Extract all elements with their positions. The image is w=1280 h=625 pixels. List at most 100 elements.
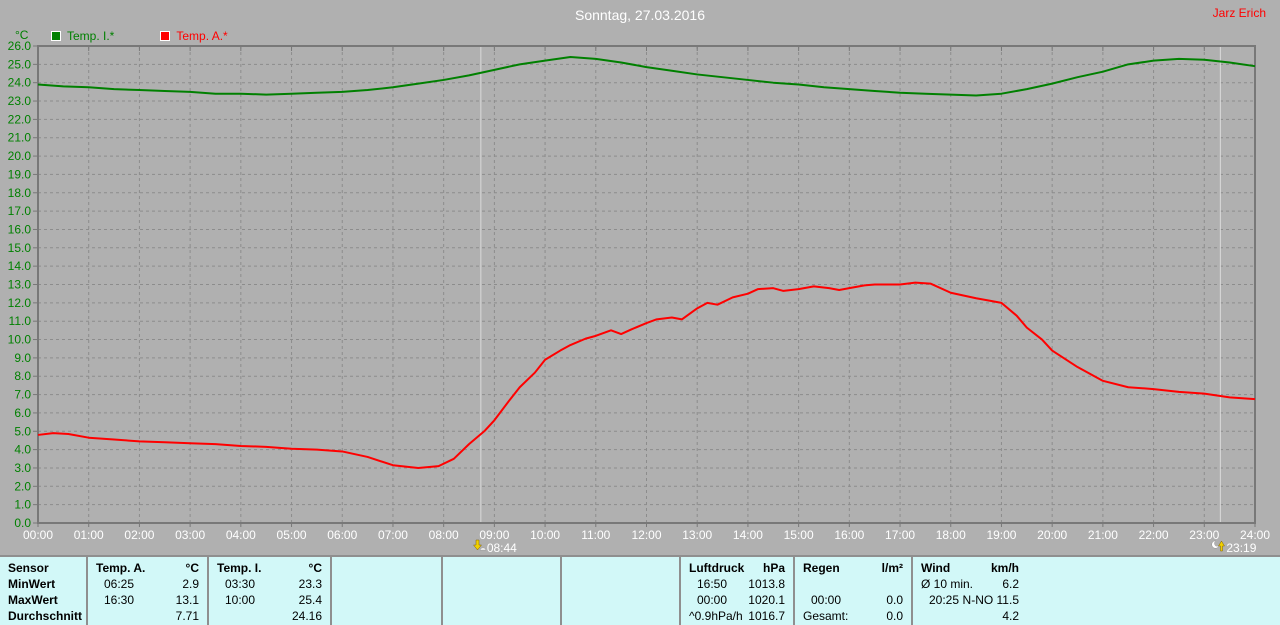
min-time: 06:25 <box>104 577 135 591</box>
y-tick-label: 20.0 <box>8 149 32 163</box>
user-name: Jarz Erich <box>1212 6 1266 20</box>
max-time: 00:00 <box>811 593 842 607</box>
avg-value: 1016.7 <box>748 609 785 623</box>
x-tick-label: 01:00 <box>74 528 104 542</box>
y-tick-label: 1.0 <box>14 498 31 512</box>
y-tick-label: 8.0 <box>14 369 31 383</box>
max-time: 16:30 <box>104 593 135 607</box>
y-tick-label: 9.0 <box>14 351 31 365</box>
min-value: 2.9 <box>182 577 199 591</box>
table-col-temp-i: Temp. I. °C 03:30 23.3 10:00 25.4 24.16 <box>207 557 330 625</box>
x-tick-label: 16:00 <box>834 528 864 542</box>
min-time: 16:50 <box>697 577 728 591</box>
sensor-name: Temp. I. <box>217 561 262 575</box>
sensor-unit: °C <box>185 561 199 575</box>
summary-table: Sensor MinWert MaxWert Durchschnitt Temp… <box>0 555 1280 625</box>
table-col-wind: Wind km/h Ø 10 min. 6.2 20:25 N-NO 11.5 4.2 <box>911 557 1280 625</box>
x-tick-label: 08:00 <box>429 528 459 542</box>
y-tick-label: 12.0 <box>8 296 32 310</box>
chart-legend: Temp. I.* Temp. A.* <box>51 29 228 43</box>
plot-border <box>37 45 1256 524</box>
x-tick-label: 24:00 <box>1240 528 1270 542</box>
min-value: 23.3 <box>298 577 322 591</box>
y-tick-label: 11.0 <box>9 314 32 328</box>
y-tick-label: 5.0 <box>14 424 31 438</box>
sensor-unit: hPa <box>762 561 785 575</box>
wind-last-value: 4.2 <box>1002 609 1019 623</box>
pressure-trend: ^0.9hPa/h <box>689 609 743 623</box>
page-title: Sonntag, 27.03.2016 <box>574 7 705 23</box>
x-tick-label: 20:00 <box>1037 528 1067 542</box>
y-tick-label: 2.0 <box>14 479 31 493</box>
avg-value: 24.16 <box>291 609 322 623</box>
x-tick-label: 13:00 <box>682 528 712 542</box>
y-tick-label: 19.0 <box>8 167 32 181</box>
temperature-chart[interactable]: 0.0 1.0 2.0 3.0 4.0 5.0 6.0 7.0 8.0 9.0 10.0 11.0 12… <box>0 0 1280 555</box>
y-tick-label: 3.0 <box>14 461 31 475</box>
series-line-temp-i <box>37 56 1256 97</box>
y-tick-label: 22.0 <box>8 112 32 126</box>
x-tick-label: 10:00 <box>530 528 560 542</box>
wind-last-spacer <box>921 608 929 624</box>
row-label: Durchschnitt <box>8 609 83 623</box>
x-tick-label: 05:00 <box>277 528 307 542</box>
x-tick-label: 23:00 <box>1189 528 1219 542</box>
sensor-name: Regen <box>803 561 840 575</box>
sensor-unit: l/m² <box>881 561 903 575</box>
legend-label-temp-a: Temp. A.* <box>176 29 228 43</box>
y-tick-label: 10.0 <box>8 333 32 347</box>
table-col-empty <box>330 557 441 625</box>
x-tick-label: 17:00 <box>885 528 915 542</box>
avg-spacer <box>96 608 104 624</box>
table-col-regen: Regen l/m² 00:00 0.0 Gesamt: 0.0 <box>793 557 911 625</box>
max-value: 25.4 <box>298 593 322 607</box>
y-tick-label: 0.0 <box>14 516 31 530</box>
table-col-luftdruck: Luftdruck hPa 16:50 1013.8 00:00 1020.1 ^0.… <box>679 557 793 625</box>
max-value: 0.0 <box>886 593 903 607</box>
y-tick-label: 23.0 <box>8 94 32 108</box>
x-tick-label: 09:00 <box>479 528 509 542</box>
wind-max-time: 20:25 <box>929 593 960 607</box>
x-tick-label: 12:00 <box>631 528 661 542</box>
y-tick-label: 21.0 <box>8 131 32 145</box>
x-tick-label: 19:00 <box>986 528 1016 542</box>
table-col-temp-a: Temp. A. °C 06:25 2.9 16:30 13.1 7.71 <box>86 557 207 625</box>
temp-a-swatch-icon <box>160 31 171 41</box>
x-tick-label: 14:00 <box>733 528 763 542</box>
min-time: 03:30 <box>225 577 256 591</box>
y-axis-unit-label: °C <box>15 28 29 42</box>
max-time: 00:00 <box>697 593 728 607</box>
y-tick-label: 26.0 <box>8 39 32 53</box>
y-tick-label: 13.0 <box>8 278 32 292</box>
legend-item-temp-a: Temp. A.* <box>160 29 228 43</box>
wind-avg-label: Ø 10 min. <box>921 577 974 591</box>
x-tick-label: 04:00 <box>226 528 256 542</box>
sensor-unit: °C <box>308 561 322 575</box>
wind-avg-value: 6.2 <box>1002 577 1019 591</box>
table-col-empty <box>441 557 560 625</box>
sensor-name: Wind <box>921 561 951 575</box>
min-spacer <box>803 576 811 592</box>
max-time: 10:00 <box>225 593 256 607</box>
x-tick-label: 22:00 <box>1139 528 1169 542</box>
x-tick-label: 21:00 <box>1088 528 1118 542</box>
wind-max-value: N-NO 11.5 <box>962 593 1019 607</box>
x-tick-label: 02:00 <box>124 528 154 542</box>
y-tick-label: 24.0 <box>8 76 32 90</box>
max-value: 1020.1 <box>748 593 785 607</box>
sensor-name: Luftdruck <box>689 561 745 575</box>
sensor-name: Temp. A. <box>96 561 146 575</box>
x-tick-label: 18:00 <box>936 528 966 542</box>
row-label: MaxWert <box>8 593 58 607</box>
sensor-unit: km/h <box>990 561 1019 575</box>
total-label: Gesamt: <box>803 609 849 623</box>
max-value: 13.1 <box>175 593 199 607</box>
y-tick-label: 16.0 <box>8 222 32 236</box>
y-tick-label: 18.0 <box>8 186 32 200</box>
legend-item-temp-i: Temp. I.* <box>51 29 114 43</box>
temp-i-swatch-icon <box>51 31 61 41</box>
min-value: 1013.8 <box>748 577 785 591</box>
y-tick-label: 25.0 <box>8 57 32 71</box>
x-tick-label: 03:00 <box>175 528 205 542</box>
